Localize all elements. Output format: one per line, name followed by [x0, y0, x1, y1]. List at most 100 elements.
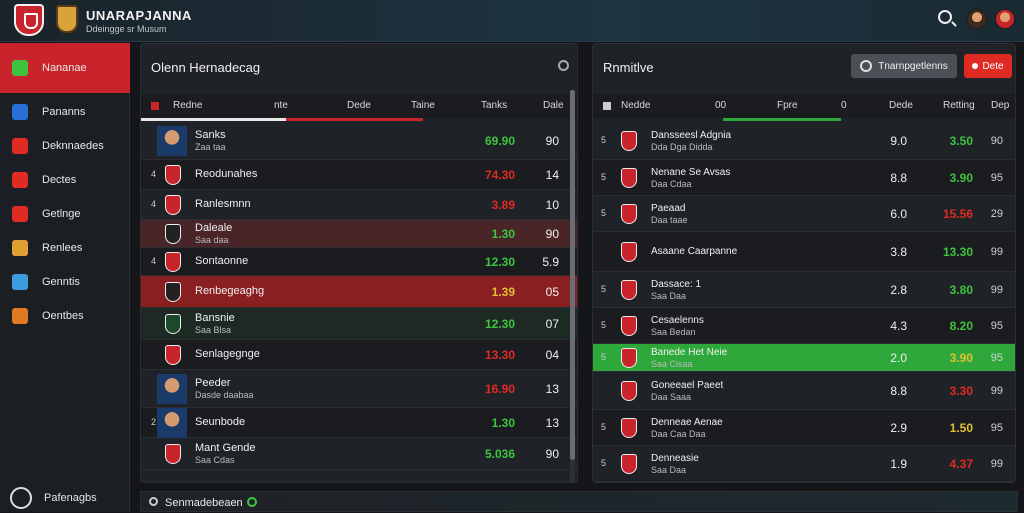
table-row[interactable]: Sanks Zaa taa 69.90 90 [141, 122, 577, 160]
table-row[interactable]: 5 Paeaad Daa taae 6.0 15.56 29 [593, 196, 1015, 232]
row-rank: 4 [151, 169, 157, 179]
sidebar-footer-item[interactable]: Pafenagbs [0, 483, 130, 513]
row-secondary-value: 90 [545, 227, 559, 241]
right-column-header: Nedde 00 Fpre 0 Dede Retting Dep [593, 94, 1015, 118]
col-header[interactable]: Tanks [481, 100, 508, 111]
grid-icon [12, 172, 28, 188]
sidebar-item[interactable]: Deknnaedes [0, 129, 130, 163]
team-crest-icon [165, 314, 181, 334]
filter-button[interactable]: Tnarnpgetlenns [851, 54, 957, 78]
row-name: Ranlesmnn [195, 198, 251, 210]
team-crest-icon [621, 280, 637, 300]
table-row[interactable]: 4 Sontaonne 12.30 5.9 [141, 248, 577, 276]
left-panel-header: Olenn Hernadecag [141, 44, 577, 88]
active-tab-indicator [723, 118, 841, 121]
row-value: 1.30 [491, 227, 515, 241]
sidebar-item-label: Pananns [42, 106, 86, 118]
ball-icon [12, 308, 28, 324]
col-header[interactable]: Taine [411, 100, 435, 111]
row-subtitle: Saa Daa [651, 465, 687, 475]
sidebar-item-label: Genntis [42, 276, 80, 288]
table-row[interactable]: 5 Cesaelenns Saa Bedan 4.3 8.20 95 [593, 308, 1015, 344]
row-score: 2.9 [890, 421, 907, 435]
search-icon[interactable] [938, 10, 952, 24]
table-row[interactable]: Bansnie Saa Blsa 12.30 07 [141, 308, 577, 340]
sidebar-item[interactable]: Pananns [0, 95, 130, 129]
table-row[interactable]: 2 Seunbode 1.30 13 [141, 408, 577, 438]
sidebar-item[interactable]: Oentbes [0, 299, 130, 333]
refresh-icon[interactable] [558, 60, 569, 71]
row-name: Reodunahes [195, 168, 258, 180]
sidebar-item-label: Dectes [42, 174, 77, 186]
row-value: 16.90 [484, 382, 515, 396]
team-crest-icon [165, 444, 181, 464]
user-avatar[interactable] [966, 8, 988, 30]
row-name: Mant Gende [195, 442, 256, 454]
sidebar-item[interactable]: Getlnge [0, 197, 130, 231]
club-shield-logo[interactable] [14, 4, 44, 36]
bottom-status-bar: Senmadebeaen [140, 491, 1018, 512]
action-button[interactable]: Dete [964, 54, 1012, 78]
app-title: UNARAPJANNA [86, 8, 192, 23]
profile-avatar[interactable] [994, 8, 1016, 30]
col-header[interactable]: Dede [347, 100, 371, 111]
table-row[interactable]: 4 Ranlesmnn 3.89 10 [141, 190, 577, 220]
table-row[interactable]: Renbegeaghg 1.39 05 [141, 276, 577, 308]
row-score: 8.8 [890, 384, 907, 398]
table-row[interactable]: 5 Denneae Aenae Daa Caa Daa 2.9 1.50 95 [593, 410, 1015, 446]
col-header[interactable]: Dep [991, 100, 1010, 111]
col-header[interactable]: Retting [943, 100, 975, 111]
col-header[interactable]: Nedde [621, 100, 651, 111]
col-header[interactable]: nte [274, 100, 288, 111]
sidebar-item[interactable]: Nananae [0, 43, 130, 93]
row-rating: 3.50 [949, 134, 973, 148]
row-score: 2.8 [890, 283, 907, 297]
row-subtitle: Saa Bedan [651, 327, 696, 337]
col-header[interactable]: 0 [841, 100, 847, 111]
row-score: 6.0 [890, 207, 907, 221]
table-row[interactable]: Mant Gende Saa Cdas 5.036 90 [141, 438, 577, 470]
row-rating: 15.56 [942, 207, 973, 221]
row-subtitle: Dda Dga Didda [651, 142, 713, 152]
row-secondary-value: 14 [545, 168, 559, 182]
left-scrollbar-thumb[interactable] [570, 90, 575, 460]
row-name: Banede Het Neie [651, 347, 728, 358]
col-header[interactable]: Redne [173, 100, 203, 111]
app-subtitle: Ddeingge sr Musum [86, 24, 167, 34]
table-row[interactable]: Asaane Caarpanne 3.8 13.30 99 [593, 232, 1015, 272]
table-row[interactable]: Senlagegnge 13.30 04 [141, 340, 577, 370]
table-row[interactable]: Peeder Dasde daabaa 16.90 13 [141, 370, 577, 408]
team-crest-icon [165, 252, 181, 272]
table-row[interactable]: 5 Denneasie Saa Daa 1.9 4.37 99 [593, 446, 1015, 482]
table-row[interactable]: 5 Dassace: 1 Saa Daa 2.8 3.80 99 [593, 272, 1015, 308]
col-header[interactable]: Fpre [777, 100, 798, 111]
league-badge-logo[interactable] [56, 5, 78, 33]
row-name: Sontaonne [195, 255, 249, 267]
row-name: Asaane Caarpanne [651, 246, 738, 257]
player-photo [157, 374, 187, 404]
row-name: Dassace: 1 [651, 279, 702, 290]
sidebar-item[interactable]: Renlees [0, 231, 130, 265]
team-crest-icon [165, 282, 181, 302]
col-header[interactable]: Dale [543, 100, 564, 111]
sidebar-item[interactable]: Genntis [0, 265, 130, 299]
team-crest-icon [621, 131, 637, 151]
sidebar-item[interactable]: Dectes [0, 163, 130, 197]
row-subtitle: Saa Daa [651, 291, 687, 301]
row-secondary-value: 29 [990, 208, 1003, 220]
row-secondary-value: 90 [545, 447, 559, 461]
table-row[interactable]: 5 Dansseesl Adgnia Dda Dga Didda 9.0 3.50 90 [593, 122, 1015, 160]
team-crest-icon [621, 242, 637, 262]
table-row[interactable]: 4 Reodunahes 74.30 14 [141, 160, 577, 190]
col-header[interactable]: 00 [715, 100, 727, 111]
team-crest-icon [12, 60, 28, 76]
table-row[interactable]: Daleale Saa daa 1.30 90 [141, 220, 577, 248]
team-crest-icon [621, 168, 637, 188]
row-secondary-value: 07 [545, 317, 559, 331]
table-row[interactable]: 5 Nenane Se Avsas Daa Cdaa 8.8 3.90 95 [593, 160, 1015, 196]
settings-icon[interactable] [149, 497, 158, 506]
table-row[interactable]: Goneeael Paeet Daa Saaa 8.8 3.30 99 [593, 372, 1015, 410]
col-header[interactable]: Dede [889, 100, 913, 111]
table-row[interactable]: 5 Banede Het Neie Saa Cisaa 2.0 3.90 95 [593, 344, 1015, 372]
row-name: Denneasie [651, 453, 699, 464]
